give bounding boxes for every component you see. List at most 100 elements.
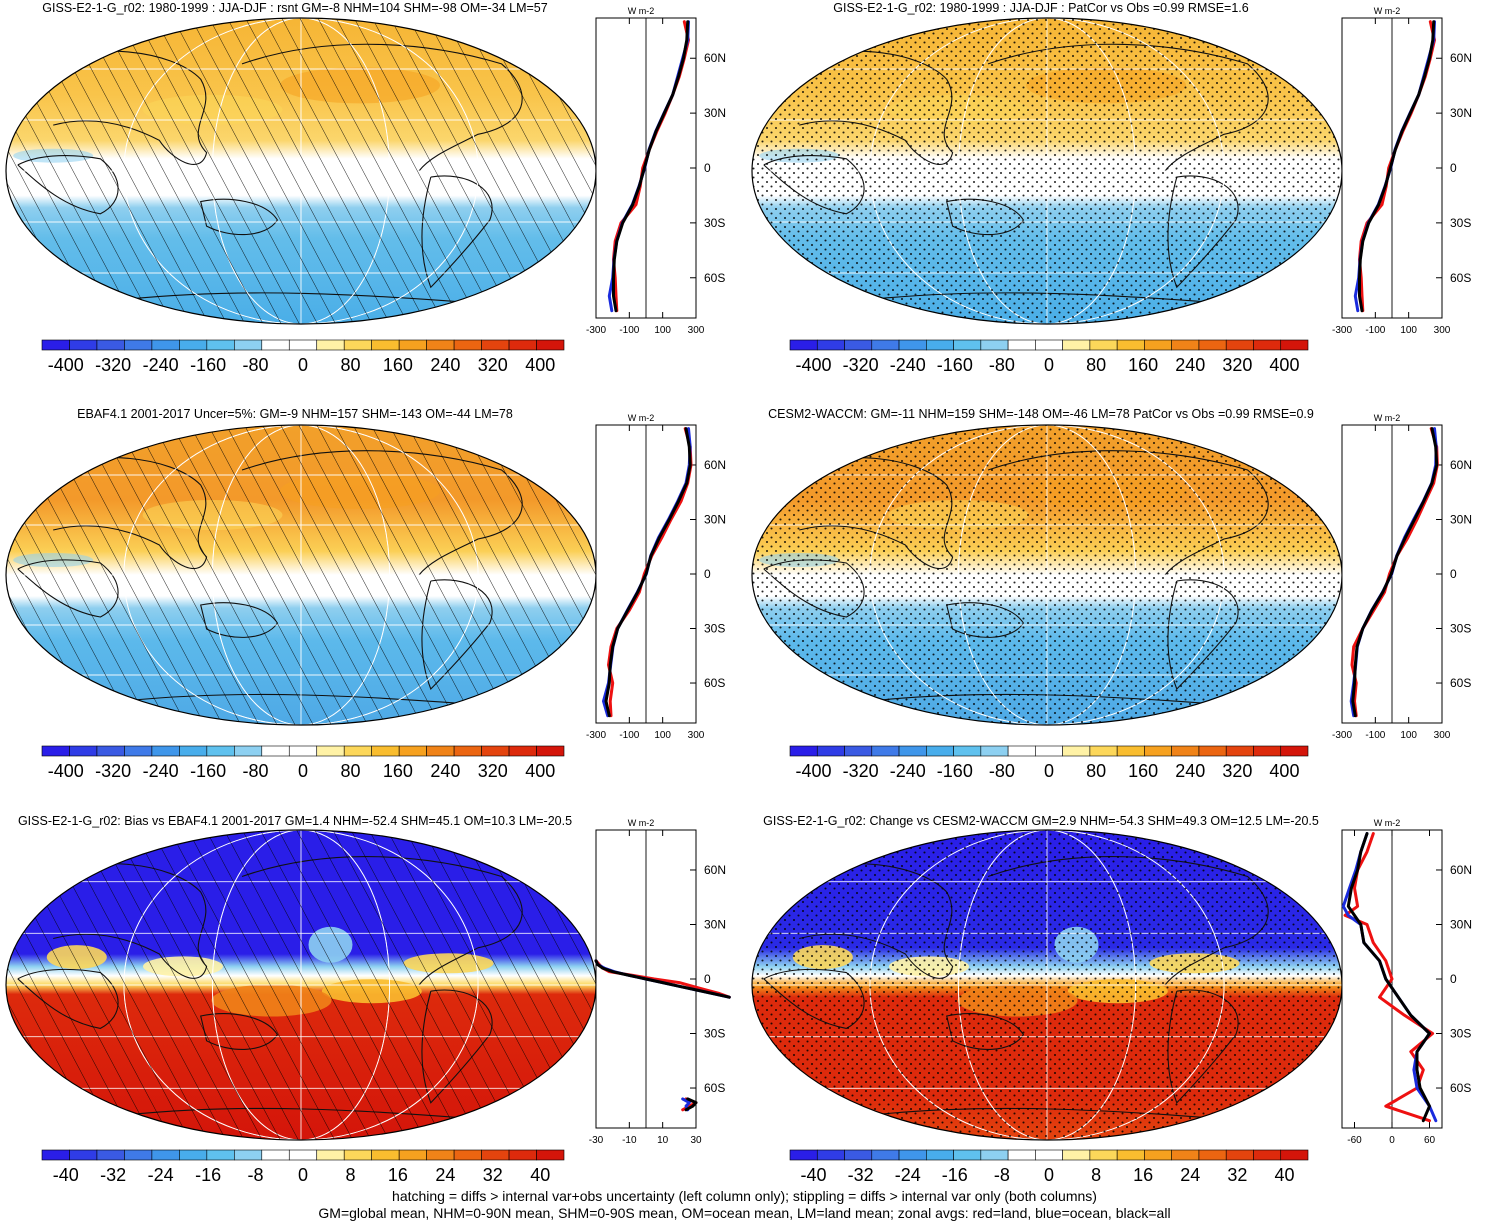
colorbar-cell [97,340,124,350]
colorbar-cell [152,746,179,756]
panel-title: GISS-E2-1-G_r02: Change vs CESM2-WACCM G… [763,814,1319,828]
y-tick-label: 0 [1450,161,1457,175]
colorbar-tick-label: -240 [143,355,179,375]
colorbar-cell [1090,1150,1117,1160]
colorbar-cell [1253,1150,1280,1160]
colorbar-tick-label: -320 [843,761,879,781]
colorbar-cell [482,746,509,756]
colorbar-cell [1199,746,1226,756]
colorbar-cell [1172,340,1199,350]
panel-1: GISS-E2-1-G_r02: 1980-1999 : JJA-DJF : r… [6,1,726,375]
colorbar-tick-label: 320 [478,355,508,375]
colorbar-cell [152,340,179,350]
colorbar-tick-label: -240 [890,355,926,375]
colorbar-tick-label: 40 [1274,1165,1294,1185]
colorbar-tick-label: 0 [1044,1165,1054,1185]
colorbar-tick-label: -240 [143,761,179,781]
colorbar-tick-label: 400 [525,355,555,375]
colorbar-cell [69,340,96,350]
panel-title: GISS-E2-1-G_r02: Bias vs EBAF4.1 2001-20… [18,814,572,828]
colorbar-cell [537,1150,564,1160]
colorbar-cell [926,746,953,756]
colorbar-cell [344,746,371,756]
x-tick-label: 60 [1424,1135,1436,1146]
colorbar-cell [899,1150,926,1160]
colorbar-cell [289,746,316,756]
colorbar-cell [1008,746,1035,756]
colorbar-cell [124,340,151,350]
colorbar-cell [954,746,981,756]
colorbar-cell [1281,746,1308,756]
colorbar-cell [399,746,426,756]
colorbar-tick-label: -400 [796,761,832,781]
colorbar-tick-label: 16 [388,1165,408,1185]
colorbar-tick-label: 24 [1180,1165,1200,1185]
colorbar-cell [1117,1150,1144,1160]
colorbar-tick-label: -80 [243,761,269,781]
colorbar-cell [97,1150,124,1160]
colorbar-cell [845,1150,872,1160]
y-tick-label: 60S [704,676,725,690]
colorbar-tick-label: -160 [190,355,226,375]
colorbar-cell [1090,340,1117,350]
y-tick-label: 30N [704,106,726,120]
y-tick-label: 30S [704,1027,725,1041]
colorbar-tick-label: -160 [937,355,973,375]
colorbar-tick-label: -16 [942,1165,968,1185]
y-tick-label: 60N [1450,458,1472,472]
colorbar-cell [981,746,1008,756]
x-tick-label: -30 [589,1135,604,1146]
colorbar-cell [427,746,454,756]
colorbar-cell [1117,746,1144,756]
colorbar-tick-label: -32 [100,1165,126,1185]
colorbar-cell [97,746,124,756]
colorbar-cell [1063,746,1090,756]
colorbar-cell [1226,1150,1253,1160]
profile-units-label: W m-2 [628,413,655,423]
colorbar-cell [124,1150,151,1160]
stippling-overlay [752,830,1342,1140]
panel-title: EBAF4.1 2001-2017 Uncer=5%: GM=-9 NHM=15… [77,407,513,421]
colorbar-cell [399,1150,426,1160]
colorbar-tick-label: 0 [1044,355,1054,375]
colorbar-cell [179,1150,206,1160]
profile-units-label: W m-2 [1374,413,1401,423]
colorbar-cell [790,746,817,756]
colorbar-tick-label: -400 [48,761,84,781]
x-tick-label: 0 [1389,1135,1395,1146]
colorbar-tick-label: -32 [848,1165,874,1185]
colorbar-tick-label: 240 [1175,355,1205,375]
colorbar-tick-label: 320 [1222,355,1252,375]
colorbar-tick-label: -320 [843,355,879,375]
colorbar-cell [289,1150,316,1160]
x-tick-label: -300 [586,325,606,336]
y-tick-label: 60N [1450,863,1472,877]
colorbar-tick-label: 160 [383,761,413,781]
colorbar-cell [262,340,289,350]
colorbar-cell [509,340,536,350]
colorbar-cell [845,340,872,350]
colorbar-cell [262,746,289,756]
colorbar-tick-label: 160 [1128,761,1158,781]
colorbar-tick-label: 160 [1128,355,1158,375]
colorbar-cell [981,340,1008,350]
colorbar-cell [344,340,371,350]
colorbar-tick-label: 320 [1222,761,1252,781]
colorbar-cell [317,340,344,350]
colorbar-cell [42,1150,69,1160]
colorbar-cell [42,340,69,350]
x-tick-label: 300 [1434,730,1451,741]
colorbar-cell [482,340,509,350]
colorbar-cell [69,1150,96,1160]
colorbar-cell [427,1150,454,1160]
colorbar-cell [899,340,926,350]
colorbar-cell [1035,340,1062,350]
colorbar-cell [152,1150,179,1160]
y-tick-label: 60S [704,1081,725,1095]
footer-note-1: hatching = diffs > internal var+obs unce… [0,1188,1489,1205]
